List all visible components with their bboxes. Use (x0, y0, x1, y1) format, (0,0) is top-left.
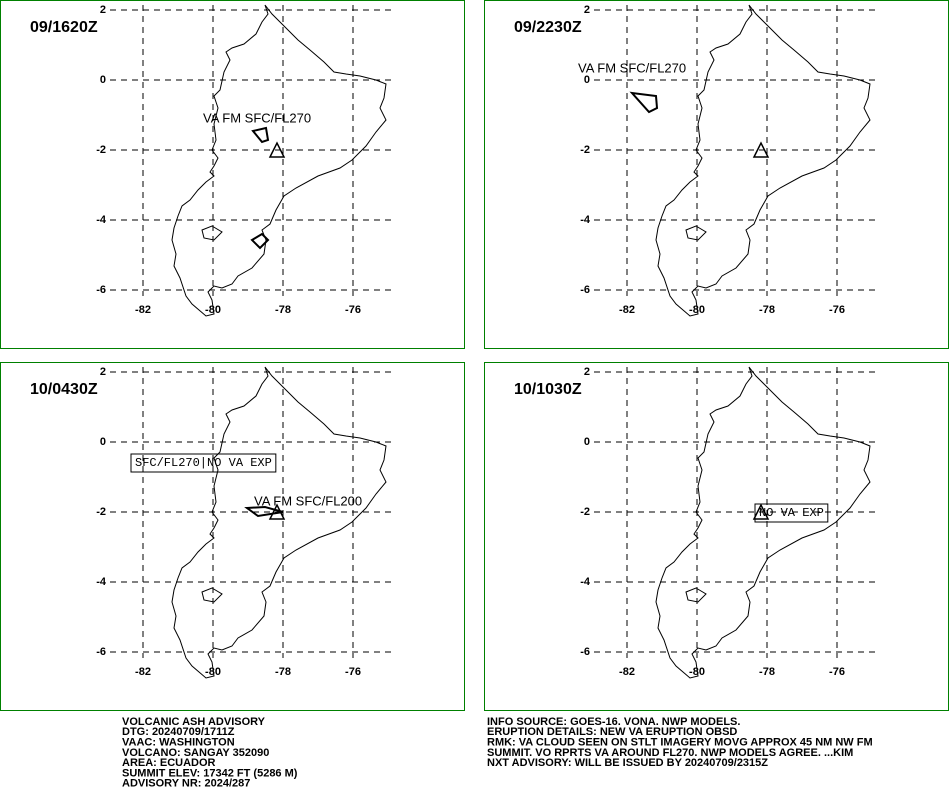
advisory-line: VOLCANIC ASH ADVISORY (122, 716, 266, 728)
lon-label: -82 (619, 304, 635, 316)
lat-label: -6 (580, 646, 590, 658)
lon-label: -78 (275, 666, 291, 678)
advisory-line: NXT ADVISORY: WILL BE ISSUED BY 20240709… (487, 757, 768, 769)
advisory-line: SUMMIT. VO RPRTS VA AROUND FL270. NWP MO… (487, 747, 853, 759)
lon-label: -76 (829, 304, 845, 316)
lon-label: -78 (759, 304, 775, 316)
label-box (130, 453, 277, 473)
lon-label: -82 (619, 666, 635, 678)
lat-label: 2 (584, 4, 590, 16)
ash-label: SFC/FL270|NO VA EXP (135, 456, 272, 470)
panel-border (484, 362, 949, 711)
coastline (655, 4, 871, 317)
advisory-line: ADVISORY NR: 2024/287 (122, 778, 250, 790)
valid-time: 09/2230Z (514, 19, 582, 36)
advisory-line: VOLCANO: SANGAY 352090 (122, 747, 269, 759)
ash-label: VA FM SFC/FL270 (203, 110, 311, 125)
ash-area (250, 232, 270, 250)
valid-time: 09/1620Z (30, 19, 98, 36)
lat-label: -4 (96, 576, 107, 588)
lat-label: -2 (580, 506, 590, 518)
panel-border (0, 0, 465, 349)
lon-label: -76 (345, 304, 361, 316)
lon-label: -76 (345, 666, 361, 678)
ash-label: VA FM SFC/FL200 (254, 493, 362, 508)
valid-time: 10/0430Z (30, 381, 98, 398)
advisory-line: ERUPTION DETAILS: NEW VA ERUPTION OBSD (487, 726, 737, 738)
ash-label: NO VA EXP (759, 506, 824, 520)
ash-label: VA FM SFC/FL270 (578, 60, 686, 75)
lat-label: -2 (580, 144, 590, 156)
lon-label: -78 (759, 666, 775, 678)
advisory-line: RMK: VA CLOUD SEEN ON STLT IMAGERY MOVG … (487, 737, 873, 749)
lon-label: -82 (135, 666, 151, 678)
advisory-line: DTG: 20240709/1711Z (122, 726, 235, 738)
lon-label: -78 (275, 304, 291, 316)
lat-label: -2 (96, 506, 106, 518)
volcano-marker (752, 141, 770, 158)
coastline (171, 4, 387, 317)
lat-label: 2 (100, 4, 106, 16)
lat-label: -6 (96, 646, 106, 658)
lat-label: 0 (100, 74, 106, 86)
advisory-line: INFO SOURCE: GOES-16. VONA. NWP MODELS. (487, 716, 740, 728)
lat-label: -4 (580, 214, 591, 226)
lat-label: -4 (580, 576, 591, 588)
volcano-marker (752, 503, 770, 520)
valid-time: 10/1030Z (514, 381, 582, 398)
ash-area (244, 505, 284, 518)
volcano-marker (268, 141, 286, 158)
lon-label: -82 (135, 304, 151, 316)
lat-label: 2 (100, 366, 106, 378)
lat-label: -6 (96, 284, 106, 296)
ash-area (629, 91, 659, 114)
ash-area (251, 126, 270, 144)
advisory-line: SUMMIT ELEV: 17342 FT (5286 M) (122, 767, 298, 779)
lon-label: -76 (829, 666, 845, 678)
lat-label: 0 (100, 436, 106, 448)
lat-label: -6 (580, 284, 590, 296)
lat-label: 0 (584, 436, 590, 448)
label-box (754, 503, 829, 523)
panel-border (0, 362, 465, 711)
panel-border (484, 0, 949, 349)
coastline (171, 366, 387, 679)
advisory-line: VAAC: WASHINGTON (122, 737, 235, 749)
lat-label: -4 (96, 214, 107, 226)
advisory-line: AREA: ECUADOR (122, 757, 216, 769)
lat-label: -2 (96, 144, 106, 156)
lat-label: 2 (584, 366, 590, 378)
map-panel: -82-80-78-7620-2-4-610/0430ZSFC/FL270|NO… (0, 362, 465, 711)
lat-label: 0 (584, 74, 590, 86)
